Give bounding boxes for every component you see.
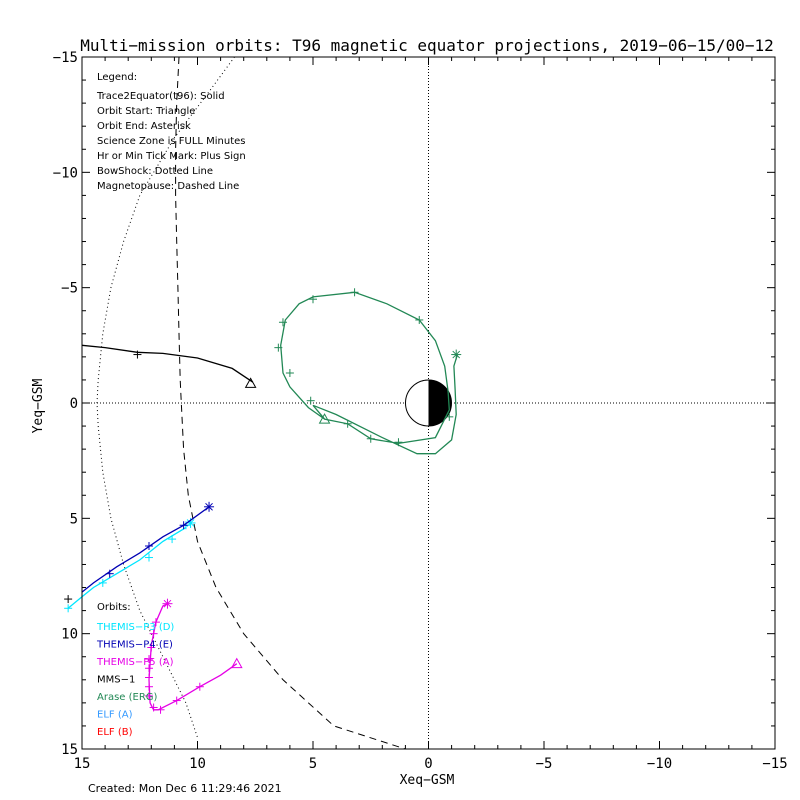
legend-text: Legend: Trace2Equator(t96): Solid Orbit St… xyxy=(96,72,246,192)
legend-line: Legend: xyxy=(97,72,137,83)
orbit-tick-mark xyxy=(285,369,294,378)
orbit-end-marker xyxy=(204,501,215,512)
legend-line: BowShock: Dotted Line xyxy=(97,166,213,177)
orbit-tick-mark xyxy=(343,419,352,428)
earth-symbol xyxy=(405,379,452,427)
orbit-tick-mark xyxy=(350,288,359,297)
orbit-tick-mark xyxy=(195,682,204,691)
orbit-tick-mark xyxy=(144,655,153,664)
earth-nightside xyxy=(428,380,452,426)
y-axis-label: Yeq−GSM xyxy=(31,378,46,433)
legend-line: Hr or Min Tick Mark: Plus Sign xyxy=(97,151,246,162)
legend-line: Magnetopause: Dashed Line xyxy=(97,181,239,192)
orbit-track xyxy=(148,603,238,711)
asterisk-stroke xyxy=(205,502,213,511)
orbit-tick-mark xyxy=(144,664,153,673)
y-tick-label: −10 xyxy=(53,165,78,181)
y-tick-label: 5 xyxy=(70,511,78,527)
orbit-tick-mark xyxy=(309,295,317,304)
legend-line: Trace2Equator(t96): Solid xyxy=(96,91,225,102)
orbit-tick-mark xyxy=(133,350,142,359)
orbit-legend-entry: ELF (A) xyxy=(97,710,133,721)
orbit-start-marker xyxy=(318,413,331,424)
orbit-end-marker xyxy=(162,598,173,609)
orbit-legend-entry: THEMIS−P4 (E) xyxy=(96,640,173,651)
orbit-tick-mark xyxy=(64,604,73,613)
y-tick-label: 15 xyxy=(61,742,78,758)
asterisk-stroke xyxy=(452,350,461,359)
orbit-tick-mark xyxy=(144,542,153,551)
orbit-tick-mark xyxy=(64,595,73,604)
asterisk-stroke xyxy=(186,519,195,527)
magnetopause-line xyxy=(175,57,406,749)
y-tick-label: 0 xyxy=(70,396,78,412)
legend-line: Orbit End: Asterisk xyxy=(97,121,191,132)
orbit-legend-entry: MMS−1 xyxy=(97,675,135,686)
orbit-track xyxy=(280,291,459,455)
orbit-tick-mark xyxy=(98,578,107,587)
x-tick-label: −15 xyxy=(762,756,787,772)
x-tick-label: 5 xyxy=(309,756,317,772)
x-axis-label: Xeq−GSM xyxy=(400,773,455,788)
orbit-end-marker xyxy=(451,349,462,360)
orbit-tick-mark xyxy=(415,315,424,324)
orbit-tick-mark xyxy=(168,535,177,544)
orbit-tick-mark xyxy=(149,703,158,712)
created-timestamp: Created: Mon Dec 6 11:29:46 2021 xyxy=(88,782,282,795)
orbit-legend-entry: THEMIS−P5 (A) xyxy=(96,657,174,668)
orbit-tick-mark xyxy=(394,438,403,447)
orbit-legend-entry: Arase (ERG) xyxy=(97,692,158,703)
orbit-tick-mark xyxy=(147,643,156,652)
x-tick-label: 0 xyxy=(424,756,432,772)
orbits-title: Orbits: xyxy=(97,602,131,613)
series-1 xyxy=(81,501,215,593)
orbit-legend-entry: ELF (B) xyxy=(97,727,133,738)
orbit-tick-mark xyxy=(105,569,114,578)
asterisk-stroke xyxy=(163,599,172,608)
orbit-tick-mark xyxy=(144,682,153,691)
orbit-tick-mark xyxy=(366,434,375,443)
orbit-start-marker xyxy=(230,657,243,669)
axis-ticks: 15 10 5 0 −5 −10 −15 −15 −10 −5 0 5 10 15 xyxy=(53,50,788,772)
chart-title: Multi−mission orbits: T96 magnetic equat… xyxy=(80,36,774,55)
orbit-tick-mark xyxy=(445,412,454,421)
orbit-tick-mark xyxy=(274,343,283,352)
orbit-tick-mark xyxy=(151,618,160,627)
magnetopause-curve xyxy=(175,57,406,749)
y-tick-label: −5 xyxy=(61,281,78,297)
orbit-legend: Orbits: THEMIS−P3 (D) THEMIS−P4 (E) THEMIS−… xyxy=(96,602,174,738)
orbit-legend-entry: THEMIS−P3 (D) xyxy=(96,622,174,633)
x-tick-label: −10 xyxy=(647,756,672,772)
x-tick-label: 10 xyxy=(189,756,206,772)
orbit-tick-mark xyxy=(278,318,287,327)
series-4 xyxy=(274,288,462,455)
series-3 xyxy=(64,344,257,604)
x-tick-label: 15 xyxy=(74,756,91,772)
orbit-start-marker xyxy=(244,377,257,388)
y-tick-label: −15 xyxy=(53,50,78,66)
x-tick-label: −5 xyxy=(536,756,553,772)
orbit-tick-mark xyxy=(144,673,153,682)
orbit-tick-mark xyxy=(149,629,158,638)
orbit-tick-mark xyxy=(144,553,153,562)
orbit-tick-mark xyxy=(179,521,188,530)
orbit-tick-mark xyxy=(306,396,315,405)
orbit-tick-mark xyxy=(172,696,181,705)
y-tick-label: 10 xyxy=(61,627,78,643)
orbit-track xyxy=(81,344,254,383)
legend-line: Orbit Start: Triangle xyxy=(97,106,195,117)
series-2 xyxy=(144,598,243,714)
orbit-tick-mark xyxy=(144,691,153,700)
legend-line: Science Zone is FULL Minutes xyxy=(97,136,246,147)
orbit-tick-mark xyxy=(156,705,165,714)
